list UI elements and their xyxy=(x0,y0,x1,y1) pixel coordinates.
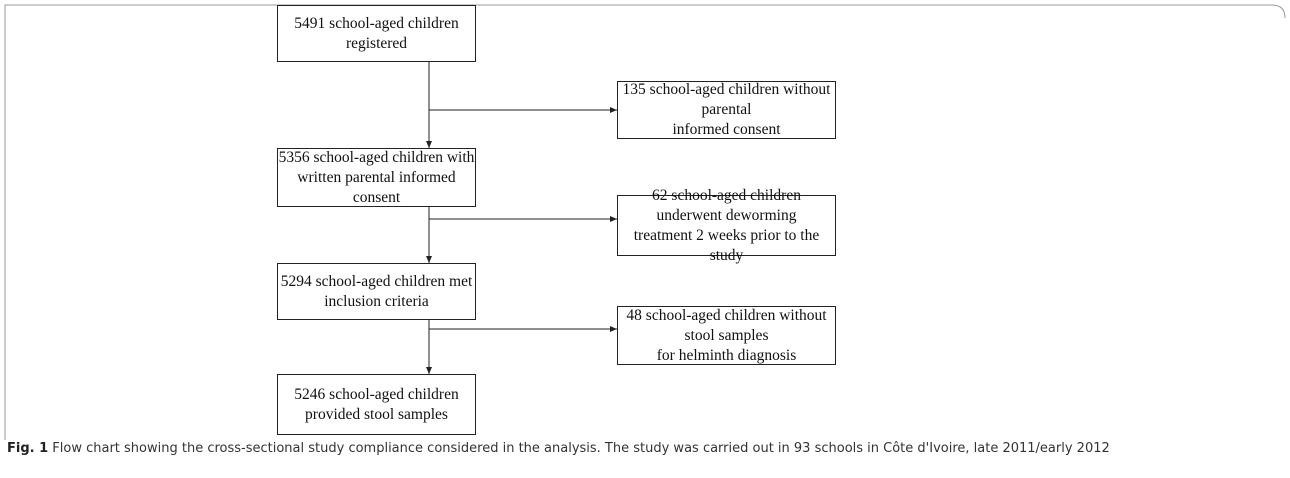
flow-box: 5356 school-aged children with written pa… xyxy=(277,148,476,207)
box-text: inclusion criteria xyxy=(324,292,429,310)
flow-box: 5246 school-aged children provided stool … xyxy=(277,374,476,435)
frame xyxy=(4,4,1286,440)
box-text: registered xyxy=(345,34,408,52)
box-text: 5246 school-aged children xyxy=(294,385,459,403)
flow-box: 62 school-aged children underwent deworm… xyxy=(617,187,836,264)
flow-box: 48 school-aged children without stool sa… xyxy=(617,306,836,365)
flow-box: 135 school-aged children without parenta… xyxy=(617,81,836,139)
caption: Fig. 1 Flow chart showing the cross-sect… xyxy=(7,438,1232,459)
box-text: informed consent xyxy=(672,121,781,138)
flow-box: 5294 school-aged children met inclusion c… xyxy=(277,263,476,320)
box-text: treatment 2 weeks prior to the study xyxy=(633,226,820,264)
box-text: 48 school-aged children without stool sa… xyxy=(626,306,827,344)
caption-label: Fig. 1 xyxy=(7,441,49,456)
box-text: 5294 school-aged children met xyxy=(280,272,473,290)
box-text: 135 school-aged children without parenta… xyxy=(622,81,831,118)
box-text: 5491 school-aged children xyxy=(294,14,459,32)
box-text: for helminth diagnosis xyxy=(656,346,797,364)
box-text: 5356 school-aged children with xyxy=(278,148,475,166)
box-text: 62 school-aged children underwent deworm… xyxy=(652,186,801,224)
box-text: written parental informed consent xyxy=(297,168,456,206)
flow-box: 5491 school-aged children registered xyxy=(277,5,476,62)
caption-text: Flow chart showing the cross-sectional s… xyxy=(52,441,1110,456)
box-text: provided stool samples xyxy=(305,405,448,423)
